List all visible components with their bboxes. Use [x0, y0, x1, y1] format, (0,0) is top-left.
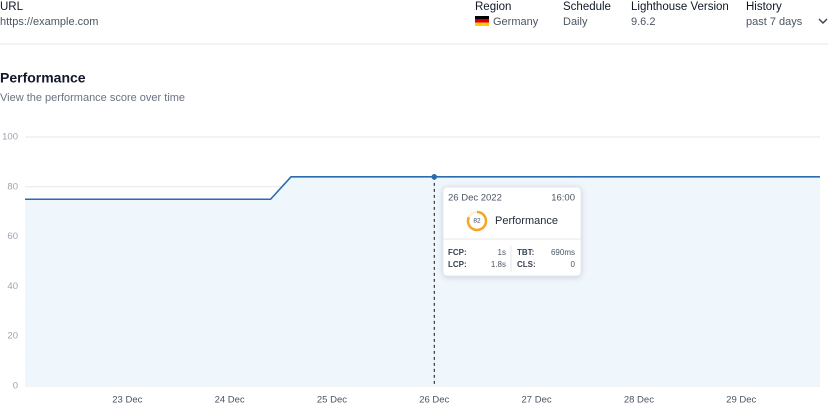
- flag: [475, 22, 489, 26]
- score: 82: [473, 218, 481, 225]
- x-tick-label: 23 Dec: [112, 395, 142, 406]
- y-tick-label: 20: [7, 331, 18, 342]
- y-tick-label: 40: [7, 281, 18, 292]
- tooltip-date: 26 Dec 2022: [448, 193, 502, 204]
- chevron[interactable]: [818, 18, 828, 24]
- x-tick-label: 25 Dec: [317, 395, 347, 406]
- x-tick-label: 24 Dec: [215, 395, 245, 406]
- field-label: Lighthouse Version: [631, 1, 729, 13]
- x-tick-label: 29 Dec: [726, 395, 756, 406]
- metric-value: 1.8s: [491, 260, 506, 269]
- metric-label: CLS:: [517, 260, 536, 269]
- field-value: https://example.com: [0, 16, 98, 28]
- y-tick-label: 0: [13, 381, 18, 392]
- metric-label: FCP:: [448, 248, 467, 257]
- line: [25, 176, 820, 201]
- field-value: 9.6.2: [631, 16, 655, 28]
- x-tick-label: 28 Dec: [624, 395, 654, 406]
- y-tick-label: 60: [7, 231, 18, 242]
- tooltip-label: Performance: [495, 215, 558, 227]
- score-ring: [466, 210, 488, 232]
- field-value: Germany: [493, 16, 539, 28]
- field-label: Schedule: [563, 1, 611, 13]
- field-label: History: [746, 1, 782, 13]
- x-tick-label: 26 Dec: [419, 395, 449, 406]
- section-title: Performance: [0, 70, 86, 86]
- x-tick-label: 27 Dec: [522, 395, 552, 406]
- section-subtitle: View the performance score over time: [0, 92, 185, 104]
- y-tick-label: 100: [2, 132, 18, 143]
- field-value: Daily: [563, 16, 588, 28]
- flag: [475, 19, 489, 23]
- field-label: Region: [475, 1, 511, 13]
- metric-value: 1s: [498, 248, 506, 257]
- tooltip: [442, 186, 582, 277]
- area: [25, 176, 820, 386]
- flag: [475, 16, 489, 20]
- field-value: past 7 days: [746, 16, 803, 28]
- metric-value: 0: [571, 260, 576, 269]
- metric-label: TBT:: [517, 248, 534, 257]
- highlight-point: [431, 174, 438, 180]
- metric-label: LCP:: [448, 260, 467, 269]
- y-tick-label: 80: [7, 181, 18, 192]
- tooltip-time: 16:00: [551, 193, 575, 204]
- metric-value: 690ms: [551, 248, 575, 257]
- field-label: URL: [0, 1, 24, 13]
